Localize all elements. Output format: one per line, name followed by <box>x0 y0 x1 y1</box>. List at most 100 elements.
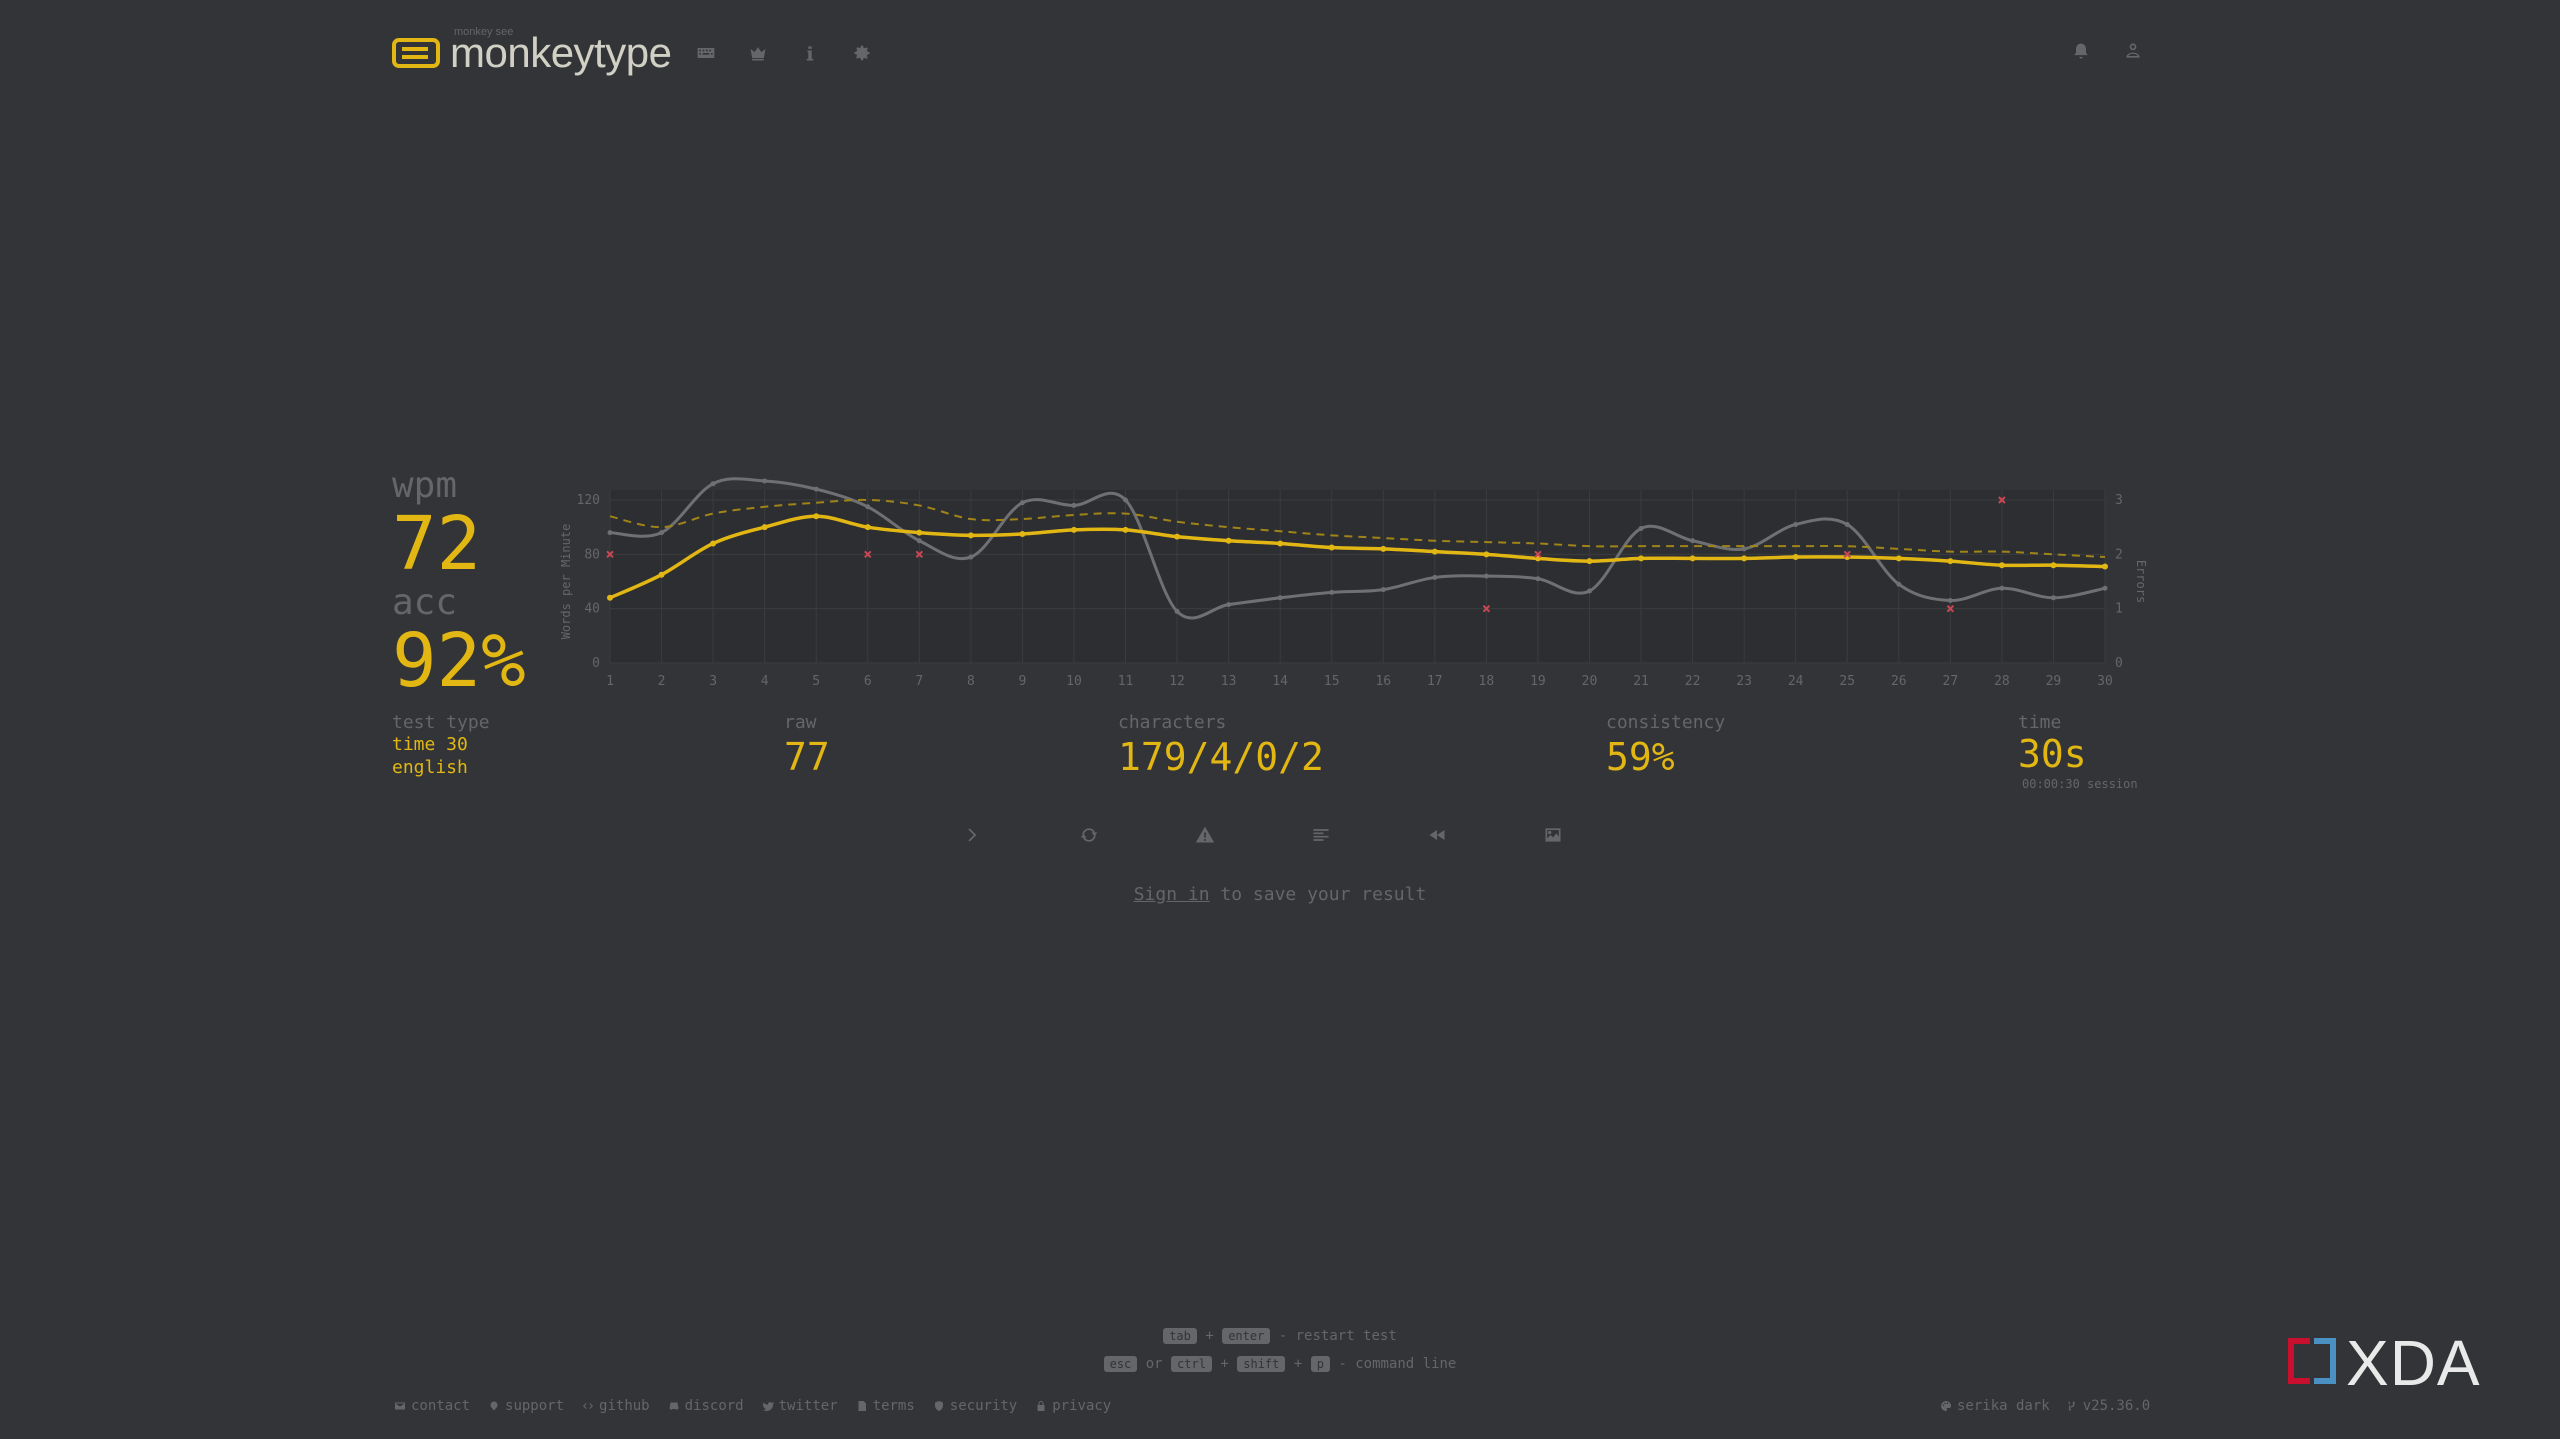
x-tick-label: 25 <box>1839 674 1855 689</box>
error-marker <box>1534 550 1542 559</box>
y2-tick-label: 3 <box>2115 493 2123 508</box>
footer-github[interactable]: github <box>582 1398 650 1414</box>
wpm-point <box>1998 562 2005 569</box>
wpm-point <box>1638 555 1645 562</box>
result-chart[interactable]: 0 40 80 120 0 1 2 3 1 2 3 4 5 6 7 8 9 10 11 12 13 14 15 16 17 18 1… <box>540 470 2150 700</box>
raw-point <box>1071 502 1077 508</box>
raw-point <box>1896 581 1902 587</box>
keyboard-icon[interactable] <box>695 42 717 64</box>
lock-icon <box>1037 1401 1045 1411</box>
error-marker <box>606 550 614 559</box>
footer-terms[interactable]: terms <box>856 1398 915 1414</box>
footer-privacy[interactable]: privacy <box>1035 1398 1111 1414</box>
screenshot-button[interactable] <box>1540 822 1566 848</box>
gear-icon[interactable] <box>851 42 873 64</box>
footer-terms-label: terms <box>872 1398 915 1414</box>
logo[interactable]: monkey see monkeytype <box>392 26 672 77</box>
raw-point <box>1277 595 1283 601</box>
x-tick-label: 20 <box>1582 674 1598 689</box>
x-tick-label: 26 <box>1891 674 1907 689</box>
words-history-button[interactable] <box>1308 822 1334 848</box>
raw-value[interactable]: 77 <box>784 735 830 779</box>
acc-value[interactable]: 92% <box>392 618 526 705</box>
next-test-button[interactable] <box>960 822 986 848</box>
wpm-point <box>1483 551 1490 558</box>
series-line-wpm <box>609 514 2106 600</box>
y2-axis-title: Errors <box>2134 560 2148 603</box>
info-icon[interactable] <box>799 42 821 64</box>
hint-plus: + <box>1220 1356 1229 1372</box>
wpm-point <box>1174 533 1181 540</box>
x-tick-label: 17 <box>1427 674 1443 689</box>
key-ctrl: ctrl <box>1171 1356 1212 1372</box>
xda-watermark: XDA <box>2286 1326 2481 1400</box>
footer-github-label: github <box>599 1398 650 1414</box>
raw-point <box>2050 595 2056 601</box>
consistency-value[interactable]: 59% <box>1606 735 1675 779</box>
wpm-point <box>916 529 923 536</box>
code-icon <box>583 1403 594 1409</box>
chart-plot-area <box>610 490 2105 663</box>
donate-icon <box>490 1401 498 1411</box>
x-tick-label: 7 <box>915 674 923 689</box>
restart-button[interactable] <box>1076 822 1102 848</box>
x-tick-label: 2 <box>658 674 666 689</box>
raw-point <box>1535 576 1541 582</box>
footer-discord[interactable]: discord <box>668 1398 744 1414</box>
wpm-point <box>1328 544 1335 551</box>
y-tick-label: 120 <box>577 493 600 508</box>
footer-support[interactable]: support <box>488 1398 564 1414</box>
x-tick-label: 9 <box>1018 674 1026 689</box>
raw-point <box>1586 588 1592 594</box>
characters-value[interactable]: 179/4/0/2 <box>1118 735 1324 779</box>
time-value[interactable]: 30s <box>2018 732 2087 776</box>
crown-icon[interactable] <box>747 42 769 64</box>
nav-icons <box>695 42 873 64</box>
key-enter: enter <box>1222 1328 1271 1344</box>
wpm-point <box>1431 548 1438 555</box>
raw-point <box>916 538 922 544</box>
raw-point <box>1793 521 1799 527</box>
footer-version[interactable]: v25.36.0 <box>2066 1398 2150 1414</box>
wpm-point <box>864 524 871 531</box>
test-type-mode: time 30 <box>392 734 468 755</box>
y2-tick-label: 0 <box>2115 656 2123 671</box>
y2-tick-label: 1 <box>2115 602 2123 617</box>
bell-icon[interactable] <box>2070 40 2092 62</box>
raw-label: raw <box>784 712 817 733</box>
sign-in-link[interactable]: Sign in <box>1133 884 1210 905</box>
hint-command-line: esc or ctrl + shift + p - command line <box>0 1350 2560 1378</box>
wpm-point <box>1792 554 1799 561</box>
raw-point <box>1226 602 1232 608</box>
raw-point <box>659 530 665 536</box>
key-tab: tab <box>1163 1328 1197 1344</box>
footer-twitter[interactable]: twitter <box>762 1398 838 1414</box>
wpm-point <box>1070 526 1077 533</box>
wpm-point <box>1225 537 1232 544</box>
hint-plus: + <box>1293 1356 1303 1372</box>
wpm-point <box>2050 562 2057 569</box>
raw-point <box>865 504 871 510</box>
logo-text-wrap: monkey see monkeytype <box>450 26 672 77</box>
x-tick-label: 1 <box>606 674 614 689</box>
key-shift: shift <box>1237 1356 1286 1372</box>
footer-theme[interactable]: serika dark <box>1940 1398 2050 1414</box>
replay-button[interactable] <box>1424 822 1450 848</box>
footer-contact[interactable]: contact <box>394 1398 470 1414</box>
footer-security[interactable]: security <box>933 1398 1017 1414</box>
sign-in-prompt: Sign in to save your result <box>0 884 2560 905</box>
wpm-value[interactable]: 72 <box>392 501 482 587</box>
report-warning-button[interactable] <box>1192 822 1218 848</box>
main-stats: wpm 72 acc 92% <box>392 468 526 703</box>
raw-point <box>968 554 974 560</box>
wpm-point <box>658 571 665 578</box>
y-tick-label: 80 <box>584 547 600 562</box>
raw-point <box>813 486 819 492</box>
x-tick-label: 23 <box>1736 674 1752 689</box>
raw-point <box>1844 521 1850 527</box>
user-icon[interactable] <box>2122 40 2144 62</box>
sign-in-text: to save your result <box>1209 884 1427 905</box>
y-tick-label: 40 <box>584 602 600 617</box>
